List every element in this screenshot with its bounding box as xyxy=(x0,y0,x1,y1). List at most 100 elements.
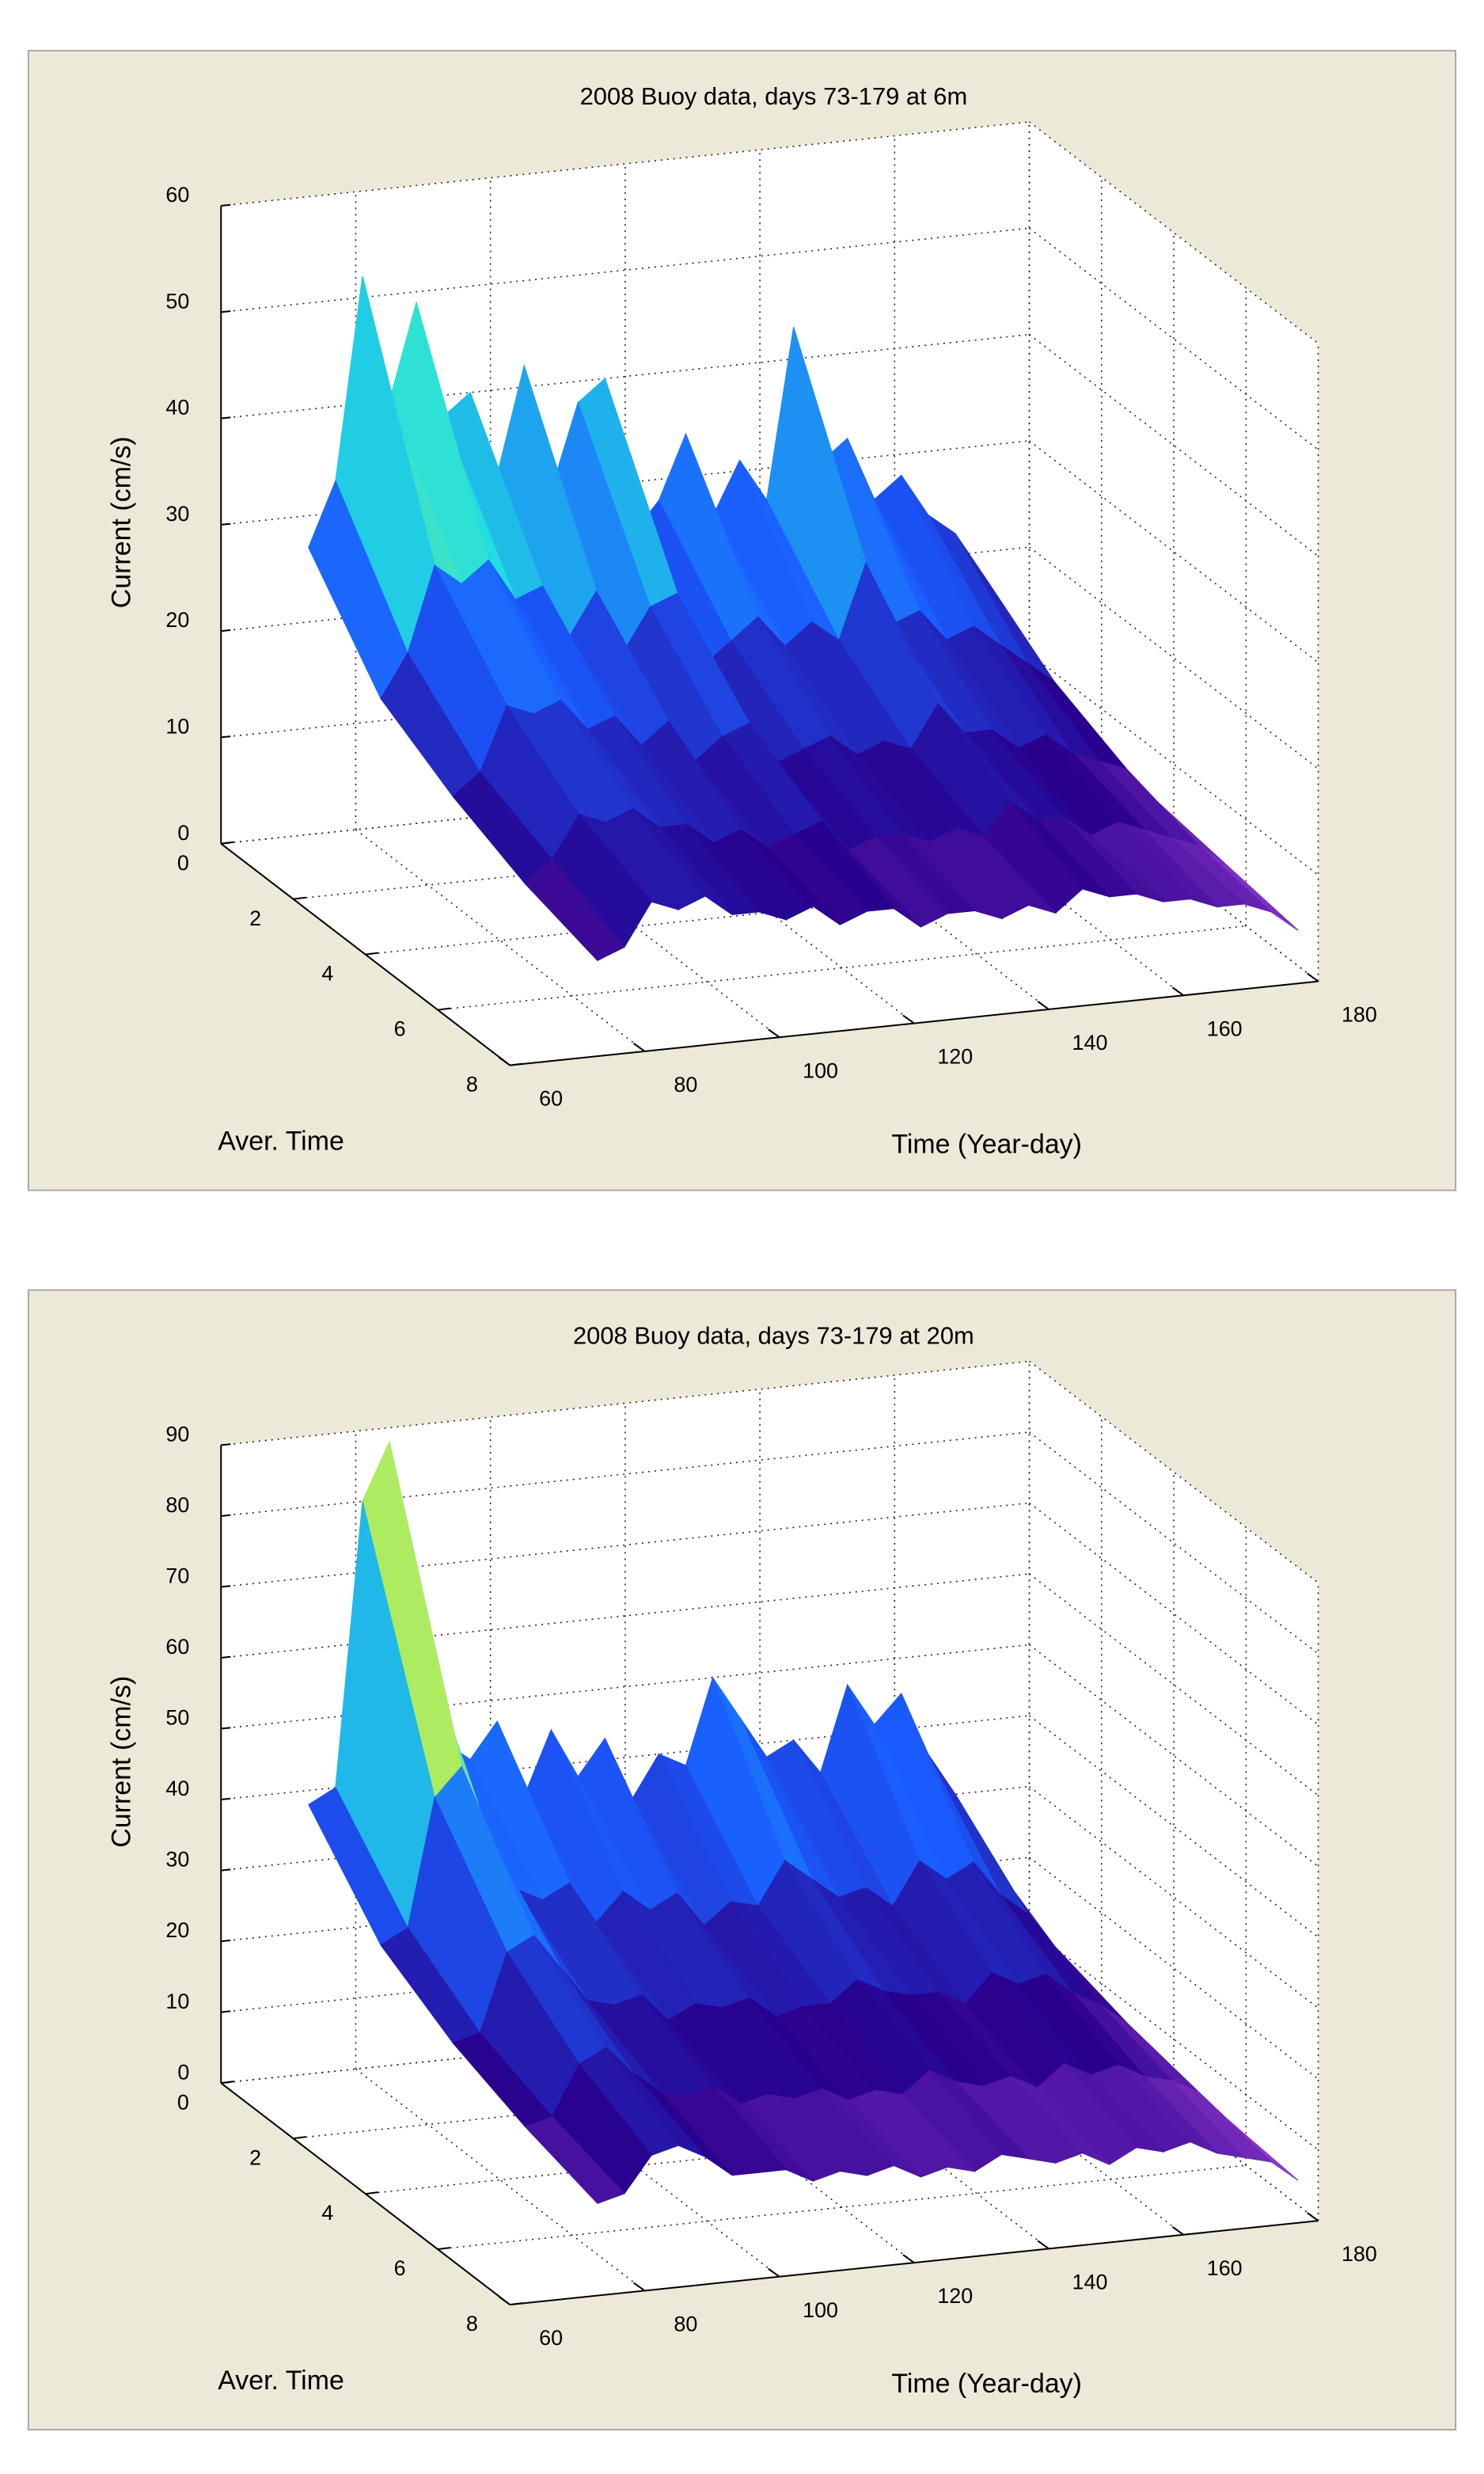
tick-mark xyxy=(437,1007,451,1011)
x-axis-label: Time (Year-day) xyxy=(891,1129,1081,1159)
tick-mark xyxy=(221,1514,231,1517)
x-tick-label: 60 xyxy=(539,1087,563,1111)
chart-title: 2008 Buoy data, days 73-179 at 6m xyxy=(580,82,968,110)
grid-line xyxy=(221,1431,1030,1517)
x-tick-label: 160 xyxy=(1207,1017,1243,1040)
y-tick-label: 8 xyxy=(466,2312,478,2335)
grid-line xyxy=(759,2026,1049,2250)
tick-mark xyxy=(498,1056,510,1066)
tick-mark xyxy=(437,2247,451,2251)
tick-mark xyxy=(1307,972,1319,982)
z-tick-label: 0 xyxy=(177,2060,189,2084)
tick-mark xyxy=(221,1939,231,1943)
grid-line xyxy=(490,2054,780,2278)
y-axis-label: Aver. Time xyxy=(218,1126,344,1156)
x-tick-label: 140 xyxy=(1072,1031,1108,1055)
z-tick-label: 30 xyxy=(165,502,189,526)
grid-line xyxy=(894,773,1184,996)
grid-line xyxy=(1029,1431,1319,1655)
x-tick-label: 100 xyxy=(803,1058,838,1082)
tick-mark xyxy=(365,952,378,956)
tick-mark xyxy=(902,2254,915,2263)
y-tick-label: 6 xyxy=(394,1017,406,1041)
tick-mark xyxy=(1037,2240,1049,2250)
tick-mark xyxy=(221,1727,231,1730)
tick-mark xyxy=(293,2136,306,2140)
y-tick-label: 4 xyxy=(321,962,333,986)
x-tick-label: 100 xyxy=(803,2298,838,2322)
tick-mark xyxy=(632,1043,646,1052)
surface-cell xyxy=(524,2116,626,2204)
x-tick-label: 180 xyxy=(1342,1003,1377,1027)
grid-line xyxy=(894,2012,1184,2236)
z-tick-label: 60 xyxy=(165,183,189,207)
z-tick-label: 30 xyxy=(165,1848,189,1872)
tick-mark xyxy=(221,523,231,526)
grid-line xyxy=(1029,1998,1319,2221)
grid-line xyxy=(1029,121,1319,344)
grid-line xyxy=(221,1502,1030,1588)
z-tick-label: 60 xyxy=(165,1635,189,1659)
z-tick-label: 40 xyxy=(165,396,189,420)
grid-line xyxy=(221,227,1030,314)
x-tick-label: 180 xyxy=(1342,2242,1377,2266)
y-axis-label: Aver. Time xyxy=(218,2366,344,2396)
x-tick-label: 140 xyxy=(1072,2271,1108,2294)
grid-line xyxy=(1029,1360,1319,1583)
grid-line xyxy=(1029,1928,1319,2151)
z-axis-label: Current (cm/s) xyxy=(107,1676,137,1848)
y-tick-label: 2 xyxy=(249,2145,261,2169)
chart-panel: 0 10 20 30 40 50 60 0 2 4 6 8 60 80 100 120 140 160 180 200… xyxy=(27,49,1457,1191)
tick-mark xyxy=(221,1655,231,1659)
z-tick-label: 90 xyxy=(165,1423,189,1446)
y-tick-label: 4 xyxy=(321,2201,333,2225)
y-tick-label: 8 xyxy=(466,1073,478,1096)
grid-line xyxy=(437,2164,1247,2250)
grid-line xyxy=(1029,652,1319,876)
grid-line xyxy=(1029,333,1319,557)
grid-line xyxy=(624,801,915,1024)
tick-mark xyxy=(768,1028,780,1039)
tick-mark xyxy=(293,896,306,900)
tick-mark xyxy=(221,1585,231,1588)
tick-mark xyxy=(221,310,231,314)
tick-mark xyxy=(221,1868,231,1872)
grid-line xyxy=(490,815,780,1038)
x-tick-label: 80 xyxy=(674,2312,697,2335)
grid-line xyxy=(1029,1644,1319,1868)
grid-line xyxy=(355,829,645,1052)
x-tick-label: 120 xyxy=(937,2284,973,2308)
z-tick-label: 20 xyxy=(165,608,189,632)
z-tick-label: 20 xyxy=(165,1918,189,1942)
tick-mark xyxy=(221,735,231,739)
grid-line xyxy=(437,925,1247,1011)
tick-mark xyxy=(1171,2225,1184,2236)
grid-line xyxy=(355,2068,645,2292)
x-tick-label: 60 xyxy=(539,2326,563,2350)
x-tick-label: 80 xyxy=(674,1073,697,1096)
surface-cell xyxy=(524,859,625,961)
grid-line xyxy=(221,1360,1030,1446)
grid-line xyxy=(1029,759,1319,982)
tick-mark xyxy=(221,2081,234,2084)
grid-line xyxy=(1029,1785,1319,2009)
tick-mark xyxy=(221,416,231,420)
tick-mark xyxy=(902,1014,915,1024)
grid-line xyxy=(221,121,1030,207)
z-tick-label: 0 xyxy=(177,821,189,845)
y-tick-label: 0 xyxy=(177,2090,189,2114)
tick-mark xyxy=(768,2267,780,2278)
chart-title: 2008 Buoy data, days 73-179 at 20m xyxy=(573,1322,974,1350)
grid-line xyxy=(759,787,1049,1010)
tick-mark xyxy=(365,2191,378,2195)
grid-line xyxy=(1029,1573,1319,1796)
tick-mark xyxy=(221,2010,231,2013)
tick-mark xyxy=(221,841,234,845)
tick-mark xyxy=(221,1443,231,1446)
z-tick-label: 40 xyxy=(165,1777,189,1800)
grid-line xyxy=(221,1644,1030,1730)
tick-mark xyxy=(632,2282,646,2292)
chart-panel: 0 10 20 30 40 50 60 70 80 90 0 2 4 6 8 60 80 100 120 140 160… xyxy=(27,1289,1457,2431)
